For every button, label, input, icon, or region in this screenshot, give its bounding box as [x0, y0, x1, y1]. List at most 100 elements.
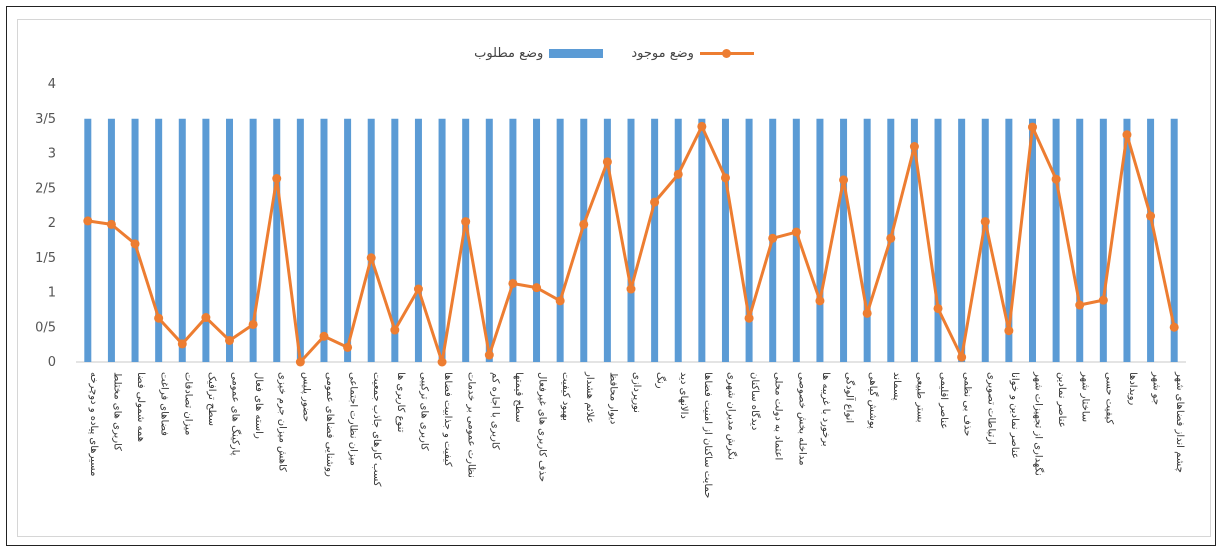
bar — [485, 118, 493, 362]
x-tick-label: نورپردازی — [631, 372, 642, 413]
x-tick-label: کاربری های مختلط — [111, 372, 122, 451]
line-point — [225, 335, 235, 345]
bar — [438, 118, 446, 362]
line-point — [626, 284, 636, 294]
line-point — [366, 253, 376, 263]
x-tick-label: دیدگاه ساکنان — [749, 372, 761, 430]
x-tick-label: ساختار شهر — [1080, 371, 1091, 422]
line-point — [484, 350, 494, 360]
x-tick-label: رنگ — [655, 372, 667, 389]
bar — [226, 118, 234, 362]
line-point — [579, 219, 589, 229]
bar — [580, 118, 588, 362]
line-point — [744, 313, 754, 323]
bar — [698, 118, 706, 362]
y-tick-label: 0 — [48, 355, 56, 370]
x-tick-label: حذف کاربری های غیرفعال — [537, 372, 548, 482]
line-point — [1122, 130, 1132, 140]
x-tick-label: نگهداری از تجهیزات شهر — [1032, 371, 1044, 476]
line-point — [532, 283, 542, 293]
x-tick-label: کاربری های ترکیبی — [418, 372, 429, 451]
bar — [745, 118, 753, 362]
line-point — [154, 313, 164, 323]
bar — [1028, 118, 1036, 362]
line-point — [768, 233, 778, 243]
bar — [1076, 118, 1084, 362]
line-point — [933, 303, 943, 313]
legend-item-existing: وضع موجود — [631, 46, 754, 61]
bar — [296, 118, 304, 362]
bar — [863, 118, 871, 362]
bar — [202, 118, 210, 362]
bar — [981, 118, 989, 362]
y-tick-label: 1/5 — [35, 251, 56, 266]
bar — [1005, 118, 1013, 362]
x-tick-label: کسب کارهای جاذب جمعیت — [371, 372, 382, 487]
line-point — [1075, 300, 1085, 310]
x-tick-label: پسماند — [891, 372, 902, 401]
line-point — [413, 284, 423, 294]
bar — [391, 118, 399, 362]
x-tick-label: ارتباطات تصویری — [985, 372, 996, 445]
line-point — [508, 278, 518, 288]
line-point — [862, 308, 872, 318]
legend-line-marker-icon — [699, 48, 754, 58]
line-point — [1004, 326, 1014, 336]
bar — [603, 118, 611, 362]
x-tick-label: جو شهر — [1151, 371, 1162, 405]
x-tick-label: برخورد با غریبه ها — [820, 372, 831, 447]
line-point — [437, 357, 447, 367]
bar — [651, 118, 659, 362]
x-tick-label: عناصر نمادین و خوانا — [1009, 372, 1020, 459]
bar — [816, 118, 824, 362]
x-tick-label: راسته های فعال — [253, 372, 264, 439]
line-point — [461, 217, 471, 227]
bar — [84, 118, 92, 362]
line-point — [697, 121, 707, 131]
bar — [249, 118, 257, 362]
x-tick-label: پوشش گیاهی — [867, 372, 879, 429]
line-point — [390, 325, 400, 335]
x-tick-label: انواع آلودگی — [844, 372, 857, 423]
x-tick-label: مداخله بخش خصوصی — [796, 372, 807, 465]
bar — [107, 118, 115, 362]
x-tick-label: سطح ترافیک — [206, 372, 217, 426]
x-tick-label: عناصر اقلیمی — [938, 372, 949, 429]
x-tick-label: دیوار محافظ — [607, 372, 618, 424]
line-point — [602, 157, 612, 167]
bar — [1170, 118, 1178, 362]
x-tick-label: میزان نظارت اجتماعی — [348, 372, 359, 466]
line-point — [130, 239, 140, 249]
y-tick-label: 4 — [48, 77, 56, 92]
bar — [721, 118, 729, 362]
x-tick-label: نظارت عمومی بر خدمات — [466, 372, 477, 478]
bar — [1147, 118, 1155, 362]
bar — [273, 118, 281, 362]
x-tick-label: چشم انداز فضاهای شهر — [1174, 371, 1185, 473]
line-point — [343, 342, 353, 352]
legend-label-existing: وضع موجود — [631, 45, 694, 61]
legend-item-desired: وضع مطلوب — [474, 46, 604, 61]
bar — [627, 118, 635, 362]
line-point — [177, 339, 187, 349]
line-point — [673, 169, 683, 179]
x-tick-label: تنوع کاربری ها — [395, 372, 406, 433]
line-point — [248, 319, 258, 329]
bar — [556, 118, 564, 362]
bar — [367, 118, 375, 362]
x-tick-label: نگرش مدیران شهری — [725, 372, 737, 460]
bar — [509, 118, 517, 362]
line-point — [83, 216, 93, 226]
x-tick-label: بستر طبیعی — [914, 372, 925, 423]
line-point — [980, 217, 990, 227]
line-point — [815, 296, 825, 306]
line-point — [555, 296, 565, 306]
x-tick-label: میزان تصادفات — [182, 372, 193, 435]
bar — [958, 118, 966, 362]
bar — [344, 118, 352, 362]
x-tick-label: حمایت ساکنان از امنیت فضاها — [702, 372, 713, 498]
y-tick-label: 2 — [48, 216, 56, 231]
x-tick-label: کیفیت حسی — [1103, 372, 1114, 425]
line-point — [201, 313, 211, 323]
